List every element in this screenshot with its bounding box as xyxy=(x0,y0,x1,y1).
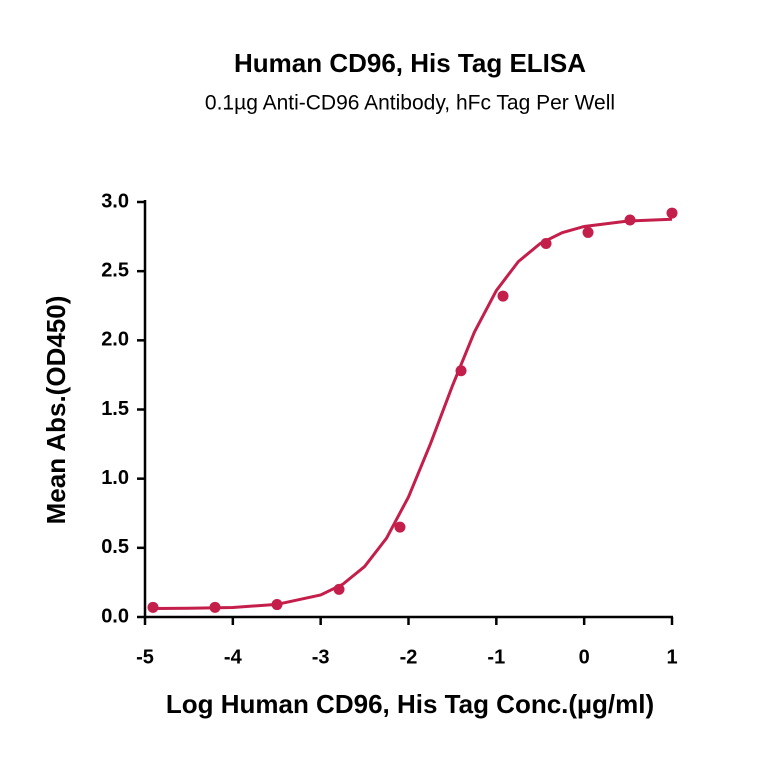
y-tick-label: 3.0 xyxy=(101,190,129,212)
y-tick-label: 2.0 xyxy=(101,329,129,351)
chart-title: Human CD96, His Tag ELISA xyxy=(234,48,586,78)
chart-subtitle: 0.1µg Anti-CD96 Antibody, hFc Tag Per We… xyxy=(205,92,615,115)
x-tick-label: -2 xyxy=(400,646,418,668)
data-point xyxy=(582,226,594,238)
y-tick-label: 0.0 xyxy=(101,605,129,627)
x-tick-label: -1 xyxy=(487,646,505,668)
data-point xyxy=(209,601,221,613)
y-axis-label: Mean Abs.(OD450) xyxy=(41,296,71,525)
data-point xyxy=(540,238,552,249)
x-tick-label: 0 xyxy=(579,646,590,668)
data-point xyxy=(455,365,467,377)
x-tick-label: -3 xyxy=(312,646,330,668)
data-point xyxy=(147,601,159,613)
x-tick-label: 1 xyxy=(666,646,677,668)
data-point xyxy=(333,583,345,595)
data-point xyxy=(394,521,406,533)
x-tick-label: -5 xyxy=(136,646,154,668)
x-tick-label: -4 xyxy=(224,646,243,668)
x-axis-label: Log Human CD96, His Tag Conc.(µg/ml) xyxy=(166,689,654,719)
data-point xyxy=(666,207,678,219)
y-tick-label: 0.5 xyxy=(101,536,129,558)
fit-curve xyxy=(153,217,673,611)
y-tick-label: 1.0 xyxy=(101,467,129,489)
y-tick-label: 2.5 xyxy=(101,259,129,281)
data-point xyxy=(271,599,283,611)
data-point xyxy=(497,290,509,302)
data-point xyxy=(624,214,636,226)
y-tick-label: 1.5 xyxy=(101,398,129,420)
